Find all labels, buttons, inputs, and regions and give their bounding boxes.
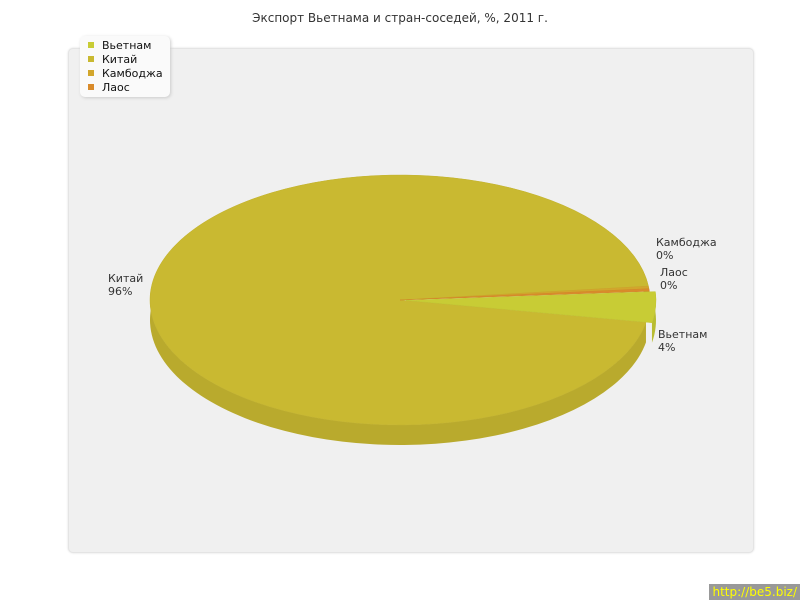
data-label-name: Лаос [660, 266, 688, 279]
legend-label: Вьетнам [102, 38, 152, 52]
legend-item[interactable]: Камбоджа [80, 66, 170, 80]
legend-item[interactable]: Вьетнам [80, 38, 170, 52]
legend-label: Лаос [102, 80, 130, 94]
legend: Вьетнам Китай Камбоджа Лаос [80, 36, 170, 97]
watermark-link[interactable]: http://be5.biz/ [709, 584, 800, 600]
legend-swatch [88, 56, 94, 62]
data-label-name: Камбоджа [656, 236, 717, 249]
legend-swatch [88, 70, 94, 76]
legend-item[interactable]: Лаос [80, 80, 170, 94]
legend-label: Китай [102, 52, 138, 66]
data-label-value: 4% [658, 341, 675, 354]
legend-swatch [88, 84, 94, 90]
data-label-value: 0% [660, 279, 677, 292]
pie-slice-Китай[interactable] [149, 174, 649, 426]
legend-label: Камбоджа [102, 66, 163, 80]
pie-slice-Вьетнам[interactable] [405, 291, 657, 323]
pie-slice-Лаос[interactable] [399, 288, 650, 301]
chart-title: Экспорт Вьетнама и стран-соседей, %, 201… [252, 11, 548, 25]
data-label-name: Китай [108, 272, 143, 285]
legend-item[interactable]: Китай [80, 52, 170, 66]
data-label-value: 96% [108, 285, 132, 298]
data-label-name: Вьетнам [658, 328, 707, 341]
data-label-value: 0% [656, 249, 673, 262]
legend-swatch [88, 42, 94, 48]
